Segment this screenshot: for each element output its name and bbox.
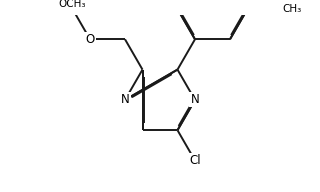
Text: N: N <box>191 93 199 106</box>
Text: Cl: Cl <box>188 154 201 167</box>
Text: N: N <box>190 93 200 106</box>
Text: Cl: Cl <box>189 154 201 167</box>
Text: OCH₃: OCH₃ <box>59 0 86 9</box>
Text: OCH₃: OCH₃ <box>58 0 87 9</box>
Text: CH₃: CH₃ <box>283 4 302 14</box>
Text: N: N <box>121 93 129 106</box>
Text: O: O <box>85 33 95 46</box>
Text: N: N <box>120 93 130 106</box>
Text: CH₃: CH₃ <box>283 4 303 14</box>
Text: O: O <box>85 33 95 46</box>
